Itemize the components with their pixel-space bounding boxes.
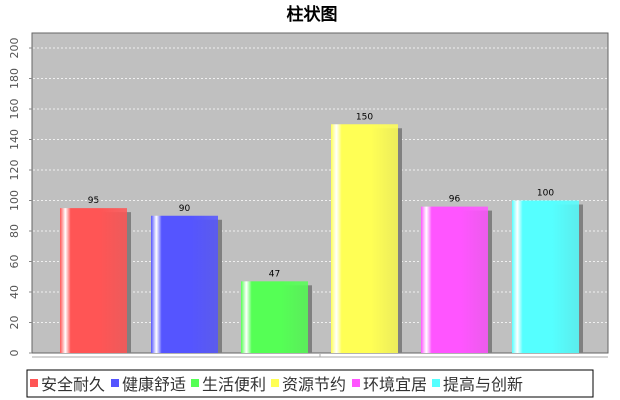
y-tick-label: 160 [8,99,21,120]
legend-item: 提高与创新 [443,375,523,394]
legend-swatch [191,379,199,387]
legend-swatch [111,379,119,387]
legend-box [26,369,594,398]
data-label: 90 [179,204,191,214]
y-tick-label: 200 [8,38,21,59]
legend: 安全耐久 健康舒适 生活便利 资源节约 环境宜居 提高与创新 [30,375,523,394]
bar-健康舒适 [151,215,218,353]
y-tick-label: 80 [8,224,21,238]
data-label: 100 [537,189,554,199]
data-label: 96 [449,195,461,205]
bar-安全耐久 [60,208,127,353]
legend-swatch [271,379,279,387]
bar-生活便利 [241,281,308,353]
y-axis: 0 20 40 60 80 100 120 140 160 180 200 [8,38,32,357]
y-tick-label: 0 [8,350,21,357]
legend-item: 资源节约 [282,375,346,394]
legend-item: 安全耐久 [41,375,105,394]
data-label: 95 [88,196,99,206]
bars: 95 90 47 150 96 100 [60,112,583,353]
data-label: 150 [356,112,373,122]
y-tick-label: 20 [8,316,21,330]
y-tick-label: 100 [8,190,21,211]
legend-item: 环境宜居 [363,375,427,394]
y-tick-label: 140 [8,129,21,150]
y-tick-label: 120 [8,160,21,181]
bar-资源节约 [331,124,398,353]
data-label: 47 [269,269,280,279]
legend-swatch [30,379,38,387]
bar-环境宜居 [421,206,488,353]
legend-swatch [352,379,360,387]
legend-swatch [432,379,440,387]
bar-提高与创新 [512,200,579,353]
chart-title: 柱状图 [287,4,338,25]
legend-item: 健康舒适 [122,375,186,394]
y-tick-label: 40 [8,285,21,299]
y-tick-label: 60 [8,255,21,269]
legend-item: 生活便利 [202,375,266,394]
y-tick-label: 180 [8,68,21,89]
